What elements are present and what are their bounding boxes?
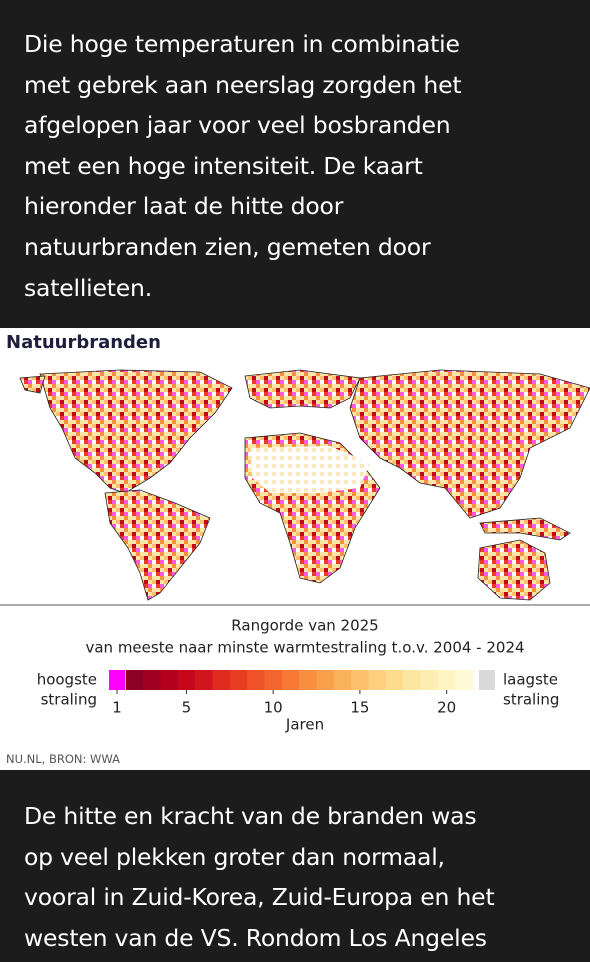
source: NU.NL, BRON: WWA [6,752,121,766]
text-line: De hitte en kracht van de branden was [24,802,477,830]
legend-swatch [264,670,283,690]
legend-swatch [247,670,265,690]
legend-swatch [160,670,179,690]
legend-swatch [299,670,317,690]
legend-swatch [420,670,439,690]
legend-title: Rangorde van 2025 [231,617,378,635]
legend-swatch [109,670,125,690]
legend-low-label: laagste [503,671,558,689]
legend-swatch [229,670,248,690]
legend-low-label: straling [503,691,559,709]
figure: Natuurbranden [0,328,590,770]
legend-swatch [281,670,300,690]
legend-swatch [351,670,369,690]
legend-tick-label: 1 [112,699,122,717]
legend-swatch [212,670,231,690]
text-line: hieronder laat de hitte door [24,192,344,221]
legend-high-label: straling [41,691,97,709]
text-line: met een hoge intensiteit. De kaart [24,151,423,180]
legend-tick-label: 20 [437,699,456,717]
legend-swatch [403,670,421,690]
legend-swatch [195,670,213,690]
legend-swatch [143,670,161,690]
map [0,369,590,606]
legend-swatch [177,670,196,690]
legend-swatch [368,670,387,690]
text-line: met gebrek aan neerslag zorgden het [24,70,462,99]
legend-title: van meeste naar minste warmtestraling t.… [85,639,524,657]
text-line: Die hoge temperaturen in combinatie [24,30,460,58]
text-line: westen van de VS. Rondom Los Angeles [24,923,487,952]
legend-swatch [437,670,456,690]
text-line: afgelopen jaar voor veel bosbranden [24,111,451,140]
legend-swatch [125,670,144,690]
legend-swatch [455,670,473,690]
legend-axis-label: Jaren [285,716,324,734]
legend-swatch [333,670,352,690]
figure-title: Natuurbranden [6,332,161,353]
legend-tick-label: 5 [182,699,192,717]
text-line: natuurbranden zien, gemeten door [24,232,431,261]
legend-swatch [479,670,495,690]
intro-text: Die hoge temperaturen in combinatie met g… [0,0,590,328]
legend: Rangorde van 2025 van meeste naar minste… [37,617,560,734]
legend-swatch [316,670,335,690]
text-line: op veel plekken groter dan normaal, [24,842,445,871]
outro-text: De hitte en kracht van de branden was op … [0,770,590,962]
legend-swatch [385,670,404,690]
legend-tick-label: 15 [350,699,369,717]
legend-high-label: hoogste [37,671,97,689]
text-line: satellieten. [24,273,152,302]
legend-tick-label: 10 [264,699,283,717]
text-line: vooral in Zuid-Korea, Zuid-Europa en het [24,883,495,912]
